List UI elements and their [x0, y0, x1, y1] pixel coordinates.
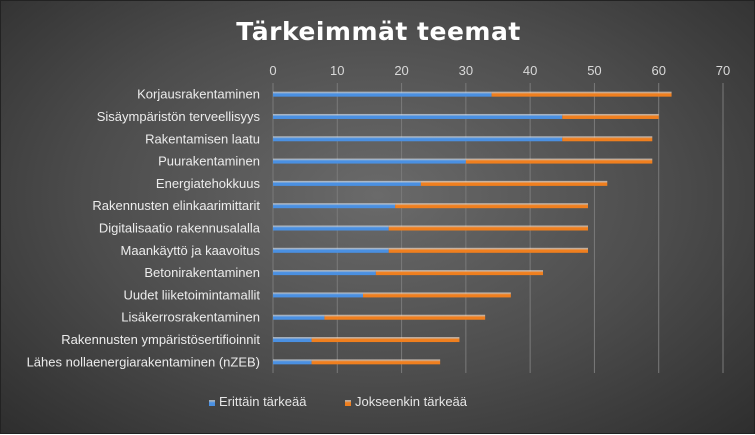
legend-swatch — [345, 400, 351, 406]
bar-segment — [273, 359, 312, 365]
x-tick-label: 30 — [459, 63, 473, 78]
category-label: Lähes nollaenergiarakentaminen (nZEB) — [27, 354, 260, 369]
bar-segment — [465, 158, 653, 164]
legend-label: Erittäin tärkeää — [219, 394, 307, 409]
x-tick-label: 40 — [523, 63, 537, 78]
bar-segment — [324, 314, 486, 320]
bar-segment — [420, 180, 608, 186]
category-label: Maankäyttö ja kaavoitus — [121, 243, 261, 258]
bar-segment — [273, 91, 492, 97]
bar-segment — [273, 113, 563, 119]
bar-segment — [388, 225, 588, 231]
category-label: Rakentamisen laatu — [145, 131, 260, 146]
bar-segment — [273, 270, 376, 276]
bar-segment — [273, 136, 563, 142]
x-tick-label: 10 — [330, 63, 344, 78]
category-label: Rakennusten ympäristösertifioinnit — [61, 332, 260, 347]
bar-segment — [273, 247, 389, 253]
bar-segment — [562, 136, 653, 142]
bar-segment — [273, 203, 396, 209]
category-label: Digitalisaatio rakennusalalla — [99, 221, 261, 236]
category-label: Puurakentaminen — [158, 154, 260, 169]
legend-swatch — [209, 400, 215, 406]
x-tick-label: 20 — [394, 63, 408, 78]
category-label: Betonirakentaminen — [144, 265, 260, 280]
chart-title: Tärkeimmät teemat — [236, 17, 521, 46]
bar-segment — [311, 337, 460, 343]
bar-segment — [273, 158, 466, 164]
x-tick-label: 70 — [716, 63, 730, 78]
category-label: Energiatehokkuus — [156, 176, 261, 191]
bar-segment — [273, 180, 421, 186]
bar-segment — [562, 113, 659, 119]
category-label: Uudet liiketoimintamallit — [123, 287, 260, 302]
legend-label: Jokseenkin tärkeää — [355, 394, 468, 409]
bar-segment — [273, 337, 312, 343]
bar-segment — [273, 314, 325, 320]
category-label: Sisäympäristön terveellisyys — [97, 109, 261, 124]
x-tick-label: 50 — [587, 63, 601, 78]
bar-segment — [388, 247, 588, 253]
bar-segment — [273, 225, 389, 231]
bar-segment — [375, 270, 543, 276]
category-label: Rakennusten elinkaarimittarit — [92, 198, 260, 213]
x-tick-label: 60 — [651, 63, 665, 78]
bar-segment — [363, 292, 511, 298]
category-label: Korjausrakentaminen — [137, 87, 260, 102]
bar-segment — [395, 203, 588, 209]
category-label: Lisäkerrosrakentaminen — [121, 310, 260, 325]
bar-segment — [311, 359, 441, 365]
bar-segment — [273, 292, 363, 298]
x-tick-label: 0 — [269, 63, 276, 78]
bar-segment — [491, 91, 672, 97]
